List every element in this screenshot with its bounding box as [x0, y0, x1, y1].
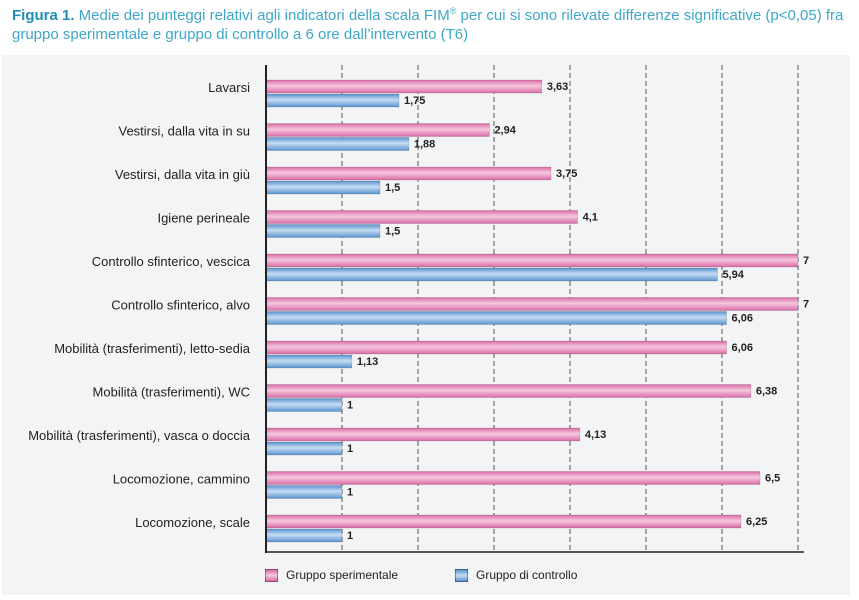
bar-controllo [265, 485, 343, 499]
bar-sperimentale [265, 123, 490, 137]
data-label-sperimentale: 2,94 [494, 125, 516, 137]
bar-controllo [265, 93, 400, 108]
bar-sperimentale [265, 471, 761, 485]
data-label-controllo: 5,94 [722, 269, 744, 281]
figure-label: Figura 1. [12, 7, 75, 24]
data-label-sperimentale: 3,63 [547, 81, 568, 93]
legend-swatch-sperimentale [265, 568, 278, 582]
data-label-controllo: 1 [347, 487, 353, 499]
legend-label-controllo: Gruppo di controllo [476, 568, 578, 582]
bar-controllo [265, 441, 343, 456]
category-label: Controllo sfinterico, alvo [111, 298, 250, 313]
figure-caption: Figura 1. Medie dei punteggi relativi ag… [12, 6, 847, 44]
bar-sperimentale [265, 297, 799, 311]
chart-area [2, 55, 850, 595]
category-label: Locomozione, scale [135, 515, 250, 530]
data-label-sperimentale: 6,06 [732, 342, 753, 354]
category-label: Lavarsi [208, 80, 250, 95]
bar-controllo [265, 354, 353, 369]
bar-sperimentale [265, 253, 799, 268]
bar-controllo [265, 224, 381, 238]
category-label: Vestirsi, dalla vita in giù [115, 167, 250, 182]
data-label-controllo: 1,13 [357, 356, 378, 368]
bar-controllo [265, 180, 381, 195]
bar-controllo [265, 398, 343, 412]
bar-controllo [265, 528, 343, 543]
data-label-controllo: 1 [347, 400, 353, 412]
category-label: Igiene perineale [157, 211, 250, 226]
data-label-sperimentale: 6,5 [765, 473, 780, 485]
category-label: Mobilità (trasferimenti), letto-sedia [54, 341, 251, 356]
caption-text-before: Medie dei punteggi relativi agli indicat… [74, 7, 450, 24]
category-label: Vestirsi, dalla vita in su [118, 124, 250, 139]
data-label-controllo: 6,06 [732, 313, 753, 325]
category-label: Mobilità (trasferimenti), WC [93, 385, 250, 400]
bar-controllo [265, 267, 718, 282]
data-label-sperimentale: 6,38 [756, 386, 777, 398]
data-label-sperimentale: 3,75 [556, 168, 577, 180]
bar-sperimentale [265, 514, 742, 529]
bar-sperimentale [265, 210, 578, 224]
bar-sperimentale [265, 79, 543, 94]
legend-label-sperimentale: Gruppo sperimentale [286, 568, 399, 582]
data-label-sperimentale: 7 [803, 299, 809, 311]
registered-mark: ® [449, 6, 457, 16]
legend-swatch-controllo [455, 568, 468, 582]
legend-item-controllo: Gruppo di controllo [455, 568, 577, 582]
legend-item-sperimentale: Gruppo sperimentale [265, 568, 398, 582]
data-label-sperimentale: 6,25 [746, 516, 767, 528]
data-label-controllo: 1,5 [385, 182, 400, 194]
data-label-controllo: 1,75 [404, 95, 425, 107]
data-label-sperimentale: 4,13 [585, 429, 606, 441]
data-label-sperimentale: 7 [803, 255, 809, 267]
caption-text-after: per cui si sono rilevate differenze sign… [12, 7, 844, 43]
bar-sperimentale [265, 427, 581, 442]
category-label: Controllo sfinterico, vescica [92, 254, 251, 269]
data-label-sperimentale: 4,1 [583, 212, 598, 224]
bar-controllo [265, 137, 410, 151]
bar-sperimentale [265, 166, 552, 181]
category-label: Locomozione, cammino [113, 472, 250, 487]
data-label-controllo: 1,5 [385, 226, 400, 238]
category-label: Mobilità (trasferimenti), vasca o doccia [28, 428, 251, 443]
bar-controllo [265, 311, 727, 325]
data-label-controllo: 1 [347, 530, 353, 542]
data-label-controllo: 1 [347, 443, 353, 455]
data-label-controllo: 1,88 [414, 139, 435, 151]
bar-sperimentale [265, 384, 752, 398]
bar-sperimentale [265, 340, 727, 355]
